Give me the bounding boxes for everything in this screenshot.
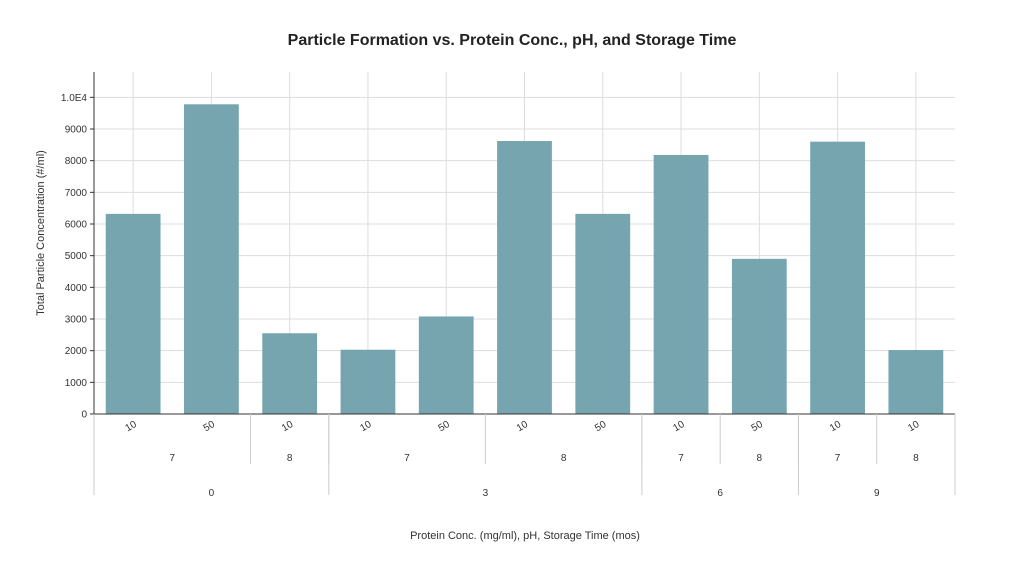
ph-group-label: 7: [678, 453, 684, 464]
bar[interactable]: [105, 213, 161, 414]
y-tick-label: 8000: [65, 156, 88, 167]
y-tick-label: 6000: [65, 220, 88, 231]
x-tick-label: 50: [750, 419, 766, 434]
y-tick-label: 4000: [65, 283, 88, 294]
ph-group-label: 8: [757, 453, 763, 464]
x-tick-label: 10: [671, 419, 687, 434]
x-tick-label: 10: [906, 419, 922, 434]
x-tick-label: 10: [358, 419, 374, 434]
x-tick-label: 10: [124, 419, 140, 434]
x-tick-label: 50: [593, 419, 609, 434]
ph-group-label: 8: [287, 453, 293, 464]
storage-time-group-label: 9: [874, 488, 880, 499]
storage-time-group-label: 0: [209, 488, 215, 499]
x-tick-label: 10: [828, 419, 844, 434]
y-tick-label: 2000: [65, 346, 88, 357]
x-tick-label: 50: [202, 419, 218, 434]
bar[interactable]: [653, 154, 709, 414]
y-tick-label: 0: [81, 410, 87, 421]
ph-group-label: 7: [169, 453, 175, 464]
y-tick-label: 1.0E4: [61, 93, 88, 104]
y-tick-label: 5000: [65, 251, 88, 262]
bar[interactable]: [184, 104, 239, 415]
y-tick-label: 9000: [65, 125, 88, 136]
x-axis-title: Protein Conc. (mg/ml), pH, Storage Time …: [410, 530, 640, 542]
bar[interactable]: [575, 213, 631, 414]
bar[interactable]: [340, 349, 396, 414]
chart-title: Particle Formation vs. Protein Conc., pH…: [287, 32, 737, 49]
bar[interactable]: [810, 141, 865, 414]
storage-time-group-label: 3: [483, 488, 489, 499]
ph-group-label: 7: [404, 453, 410, 464]
bar[interactable]: [418, 316, 474, 414]
y-axis-title: Total Particle Concentration (#/ml): [35, 150, 47, 316]
x-tick-label: 50: [437, 419, 453, 434]
x-tick-label: 10: [280, 419, 296, 434]
y-tick-label: 3000: [65, 315, 88, 326]
y-tick-label: 7000: [65, 188, 88, 199]
bar[interactable]: [731, 258, 787, 414]
storage-time-group-label: 6: [717, 488, 723, 499]
ph-group-label: 8: [913, 453, 919, 464]
bar[interactable]: [888, 350, 944, 414]
x-tick-label: 10: [515, 419, 531, 434]
bar[interactable]: [497, 141, 552, 415]
bar[interactable]: [262, 333, 318, 414]
y-tick-label: 1000: [65, 378, 88, 389]
ph-group-label: 8: [561, 453, 567, 464]
ph-group-label: 7: [835, 453, 841, 464]
